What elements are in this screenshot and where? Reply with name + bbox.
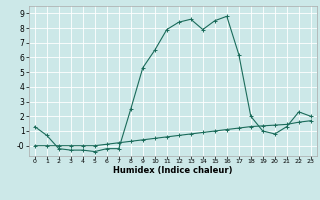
X-axis label: Humidex (Indice chaleur): Humidex (Indice chaleur) <box>113 166 233 175</box>
